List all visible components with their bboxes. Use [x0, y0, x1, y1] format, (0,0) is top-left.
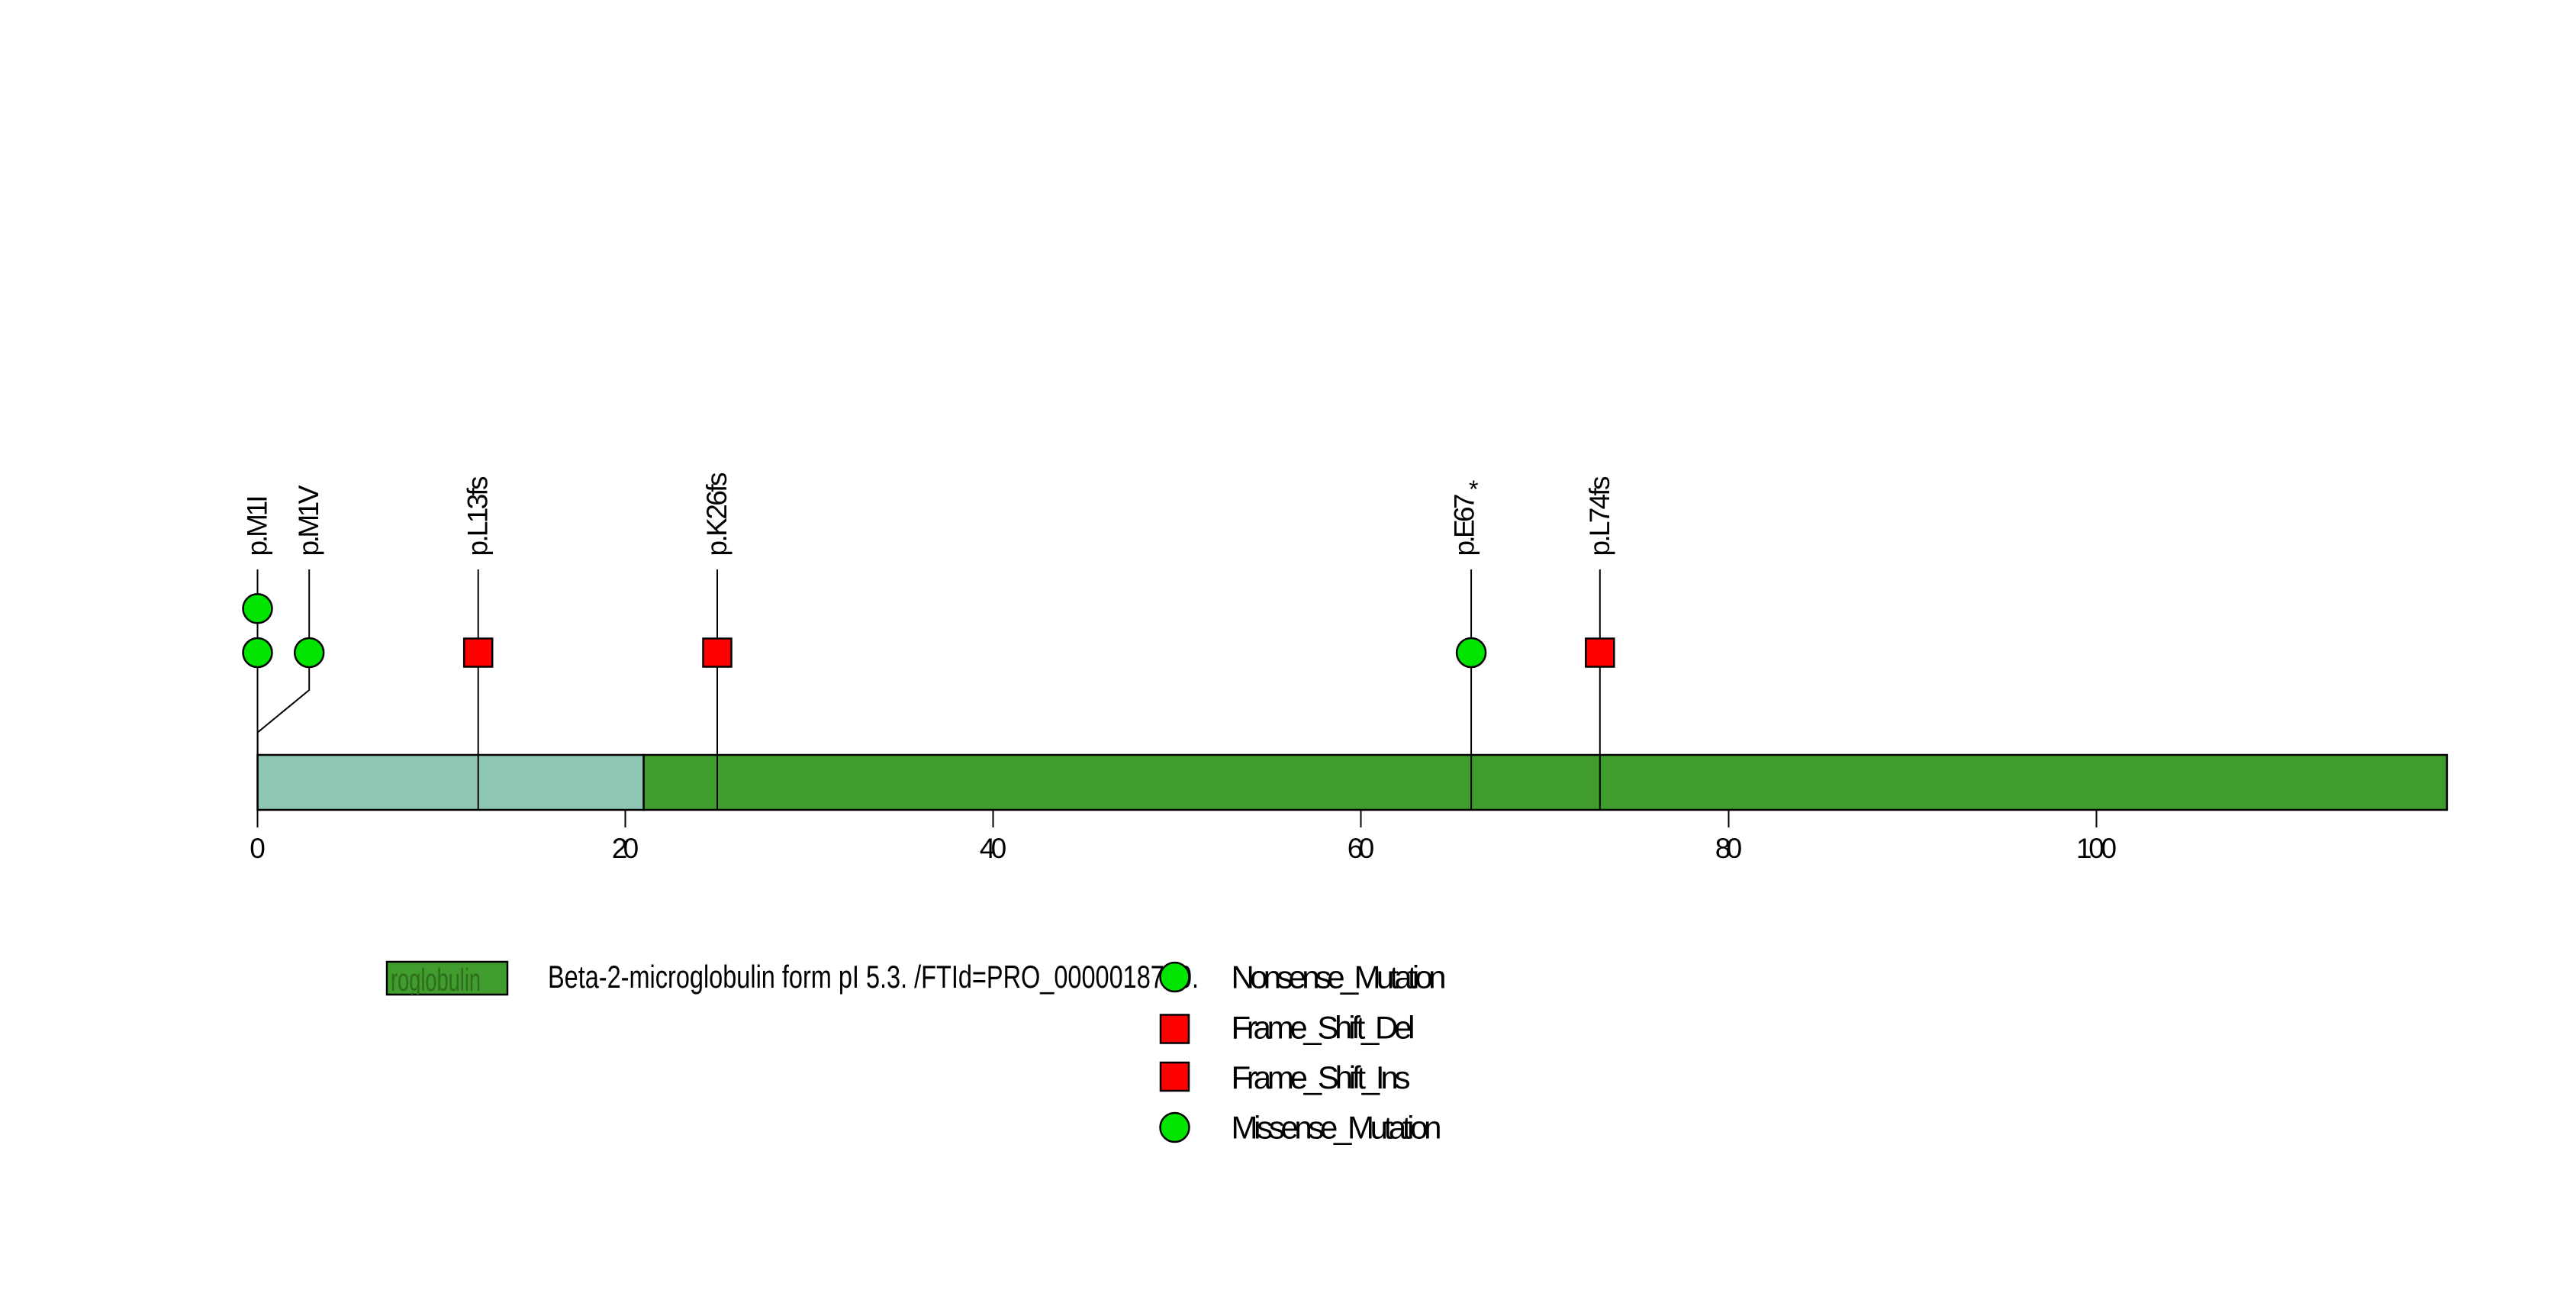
svg-text:*: * [1469, 476, 1478, 503]
svg-text:Beta-2-microglobulin form pI 5: Beta-2-microglobulin form pI 5.3. /FTId=… [548, 959, 1199, 995]
svg-text:20: 20 [612, 833, 639, 864]
svg-text:0: 0 [250, 833, 266, 864]
svg-text:100: 100 [2076, 833, 2117, 864]
svg-text:roglobulin: roglobulin [391, 962, 481, 998]
svg-text:40: 40 [980, 833, 1006, 864]
svg-text:p.M1V: p.M1V [293, 485, 324, 556]
svg-text:Missense_Mutation: Missense_Mutation [1232, 1110, 1442, 1146]
svg-text:Nonsense_Mutation: Nonsense_Mutation [1232, 959, 1447, 995]
svg-text:p.E67: p.E67 [1449, 494, 1480, 556]
svg-text:80: 80 [1715, 833, 1742, 864]
svg-text:p.M1I: p.M1I [242, 495, 273, 556]
svg-text:p.L74fs: p.L74fs [1584, 476, 1615, 556]
svg-text:p.L13fs: p.L13fs [462, 476, 494, 556]
svg-text:60: 60 [1348, 833, 1374, 864]
svg-text:p.K26fs: p.K26fs [701, 472, 733, 556]
svg-text:Frame_Shift_Ins: Frame_Shift_Ins [1232, 1059, 1411, 1095]
svg-text:Frame_Shift_Del: Frame_Shift_Del [1232, 1010, 1415, 1046]
